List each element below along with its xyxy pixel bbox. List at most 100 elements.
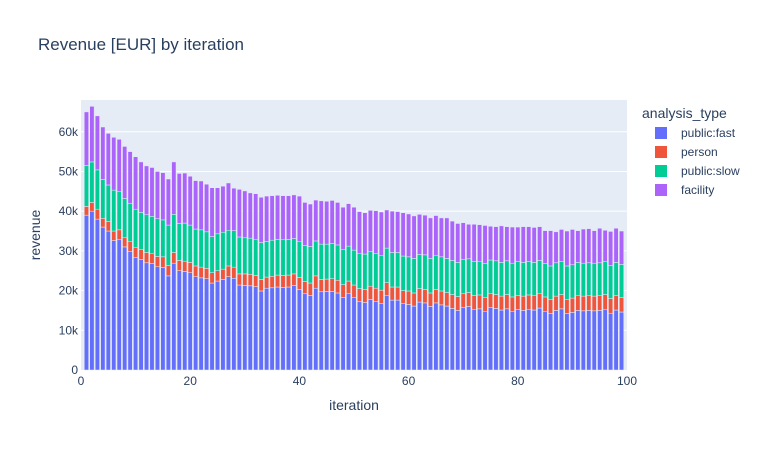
bar-public-fast [504, 308, 510, 371]
bar-public-fast [291, 285, 297, 371]
bar-public-slow [580, 262, 586, 297]
bar-person [526, 294, 532, 310]
bar-public-slow [269, 239, 275, 277]
bar-public-fast [433, 302, 439, 371]
bar-person [286, 274, 291, 288]
bar-public-slow [313, 240, 319, 277]
bar-facility [542, 230, 548, 264]
bar-person [318, 279, 324, 293]
bar-public-slow [384, 247, 390, 283]
bar-public-slow [182, 222, 188, 262]
bar-public-fast [362, 302, 368, 371]
bar-facility [220, 185, 226, 233]
bar-person [313, 275, 319, 289]
bar-public-slow [100, 179, 106, 219]
bar-facility [264, 195, 270, 242]
bar-facility [258, 197, 264, 243]
bar-facility [269, 195, 275, 241]
bar-public-slow [351, 249, 357, 286]
bar-person [155, 256, 160, 268]
bar-facility [280, 195, 286, 241]
bar-public-slow [280, 239, 286, 276]
bar-public-slow [455, 262, 461, 297]
bar-public-slow [362, 253, 368, 290]
bar-person [477, 294, 483, 310]
bar-public-slow [509, 262, 515, 298]
bar-facility [531, 227, 537, 263]
bar-public-slow [116, 191, 122, 231]
bar-public-slow [466, 258, 472, 293]
bar-facility [373, 210, 379, 254]
bar-person [597, 295, 603, 311]
bar-facility [144, 165, 149, 215]
bar-public-slow [488, 259, 493, 295]
bar-facility [384, 209, 390, 249]
bar-public-fast [520, 310, 526, 371]
bar-person [378, 289, 384, 304]
bar-facility [122, 146, 128, 199]
bar-public-fast [591, 310, 597, 371]
bar-public-fast [586, 310, 592, 371]
bar-public-fast [193, 276, 199, 371]
bar-facility [575, 230, 581, 263]
bar-person [531, 295, 537, 311]
bar-public-fast [182, 271, 188, 371]
bar-person [406, 290, 412, 305]
bar-facility [367, 210, 373, 252]
bar-public-slow [296, 241, 302, 278]
bar-person [105, 221, 111, 232]
bar-public-fast [559, 308, 564, 371]
bar-public-slow [318, 243, 324, 280]
bar-person [302, 281, 308, 295]
bar-person [471, 295, 477, 310]
bar-public-slow [89, 161, 95, 203]
bar-facility [296, 195, 302, 243]
bar-person [324, 278, 330, 292]
bar-person [384, 282, 390, 297]
bar-facility [433, 215, 439, 256]
bar-person [395, 286, 401, 301]
bar-public-fast [346, 293, 351, 371]
bar-person [455, 296, 461, 311]
bar-public-fast [127, 251, 133, 371]
bar-person [220, 268, 226, 280]
bar-facility [127, 151, 133, 204]
bar-public-slow [155, 218, 160, 257]
bar-public-fast [400, 303, 406, 371]
bar-public-fast [133, 257, 139, 371]
bar-public-fast [105, 230, 111, 371]
bar-person [575, 295, 581, 311]
y-tick-label: 60k [59, 125, 79, 139]
bar-public-fast [215, 280, 220, 371]
bar-public-fast [537, 307, 543, 371]
bar-person [373, 287, 379, 302]
bar-public-fast [122, 246, 128, 371]
bar-facility [400, 212, 406, 257]
bar-public-fast [482, 310, 488, 371]
bar-public-fast [411, 305, 417, 371]
bar-public-slow [411, 258, 417, 294]
bar-public-slow [389, 252, 395, 288]
bar-public-slow [504, 260, 510, 295]
bar-public-fast [335, 292, 341, 371]
bar-facility [509, 226, 515, 264]
bar-facility [111, 137, 117, 191]
bar-facility [242, 190, 248, 239]
bar-facility [133, 156, 139, 210]
bar-public-fast [94, 218, 100, 371]
bar-public-fast [318, 291, 324, 371]
bar-public-fast [269, 287, 275, 371]
bar-facility [351, 206, 357, 251]
bar-public-fast [597, 310, 603, 371]
bar-public-slow [575, 262, 581, 297]
bar-public-slow [542, 263, 548, 298]
bar-public-fast [613, 309, 619, 371]
bar-public-slow [324, 243, 330, 280]
bar-person [215, 270, 220, 282]
bar-public-slow [225, 229, 231, 267]
bar-facility [89, 106, 95, 163]
bar-person [466, 292, 472, 307]
bar-person [564, 299, 570, 314]
bar-public-fast [406, 304, 412, 371]
